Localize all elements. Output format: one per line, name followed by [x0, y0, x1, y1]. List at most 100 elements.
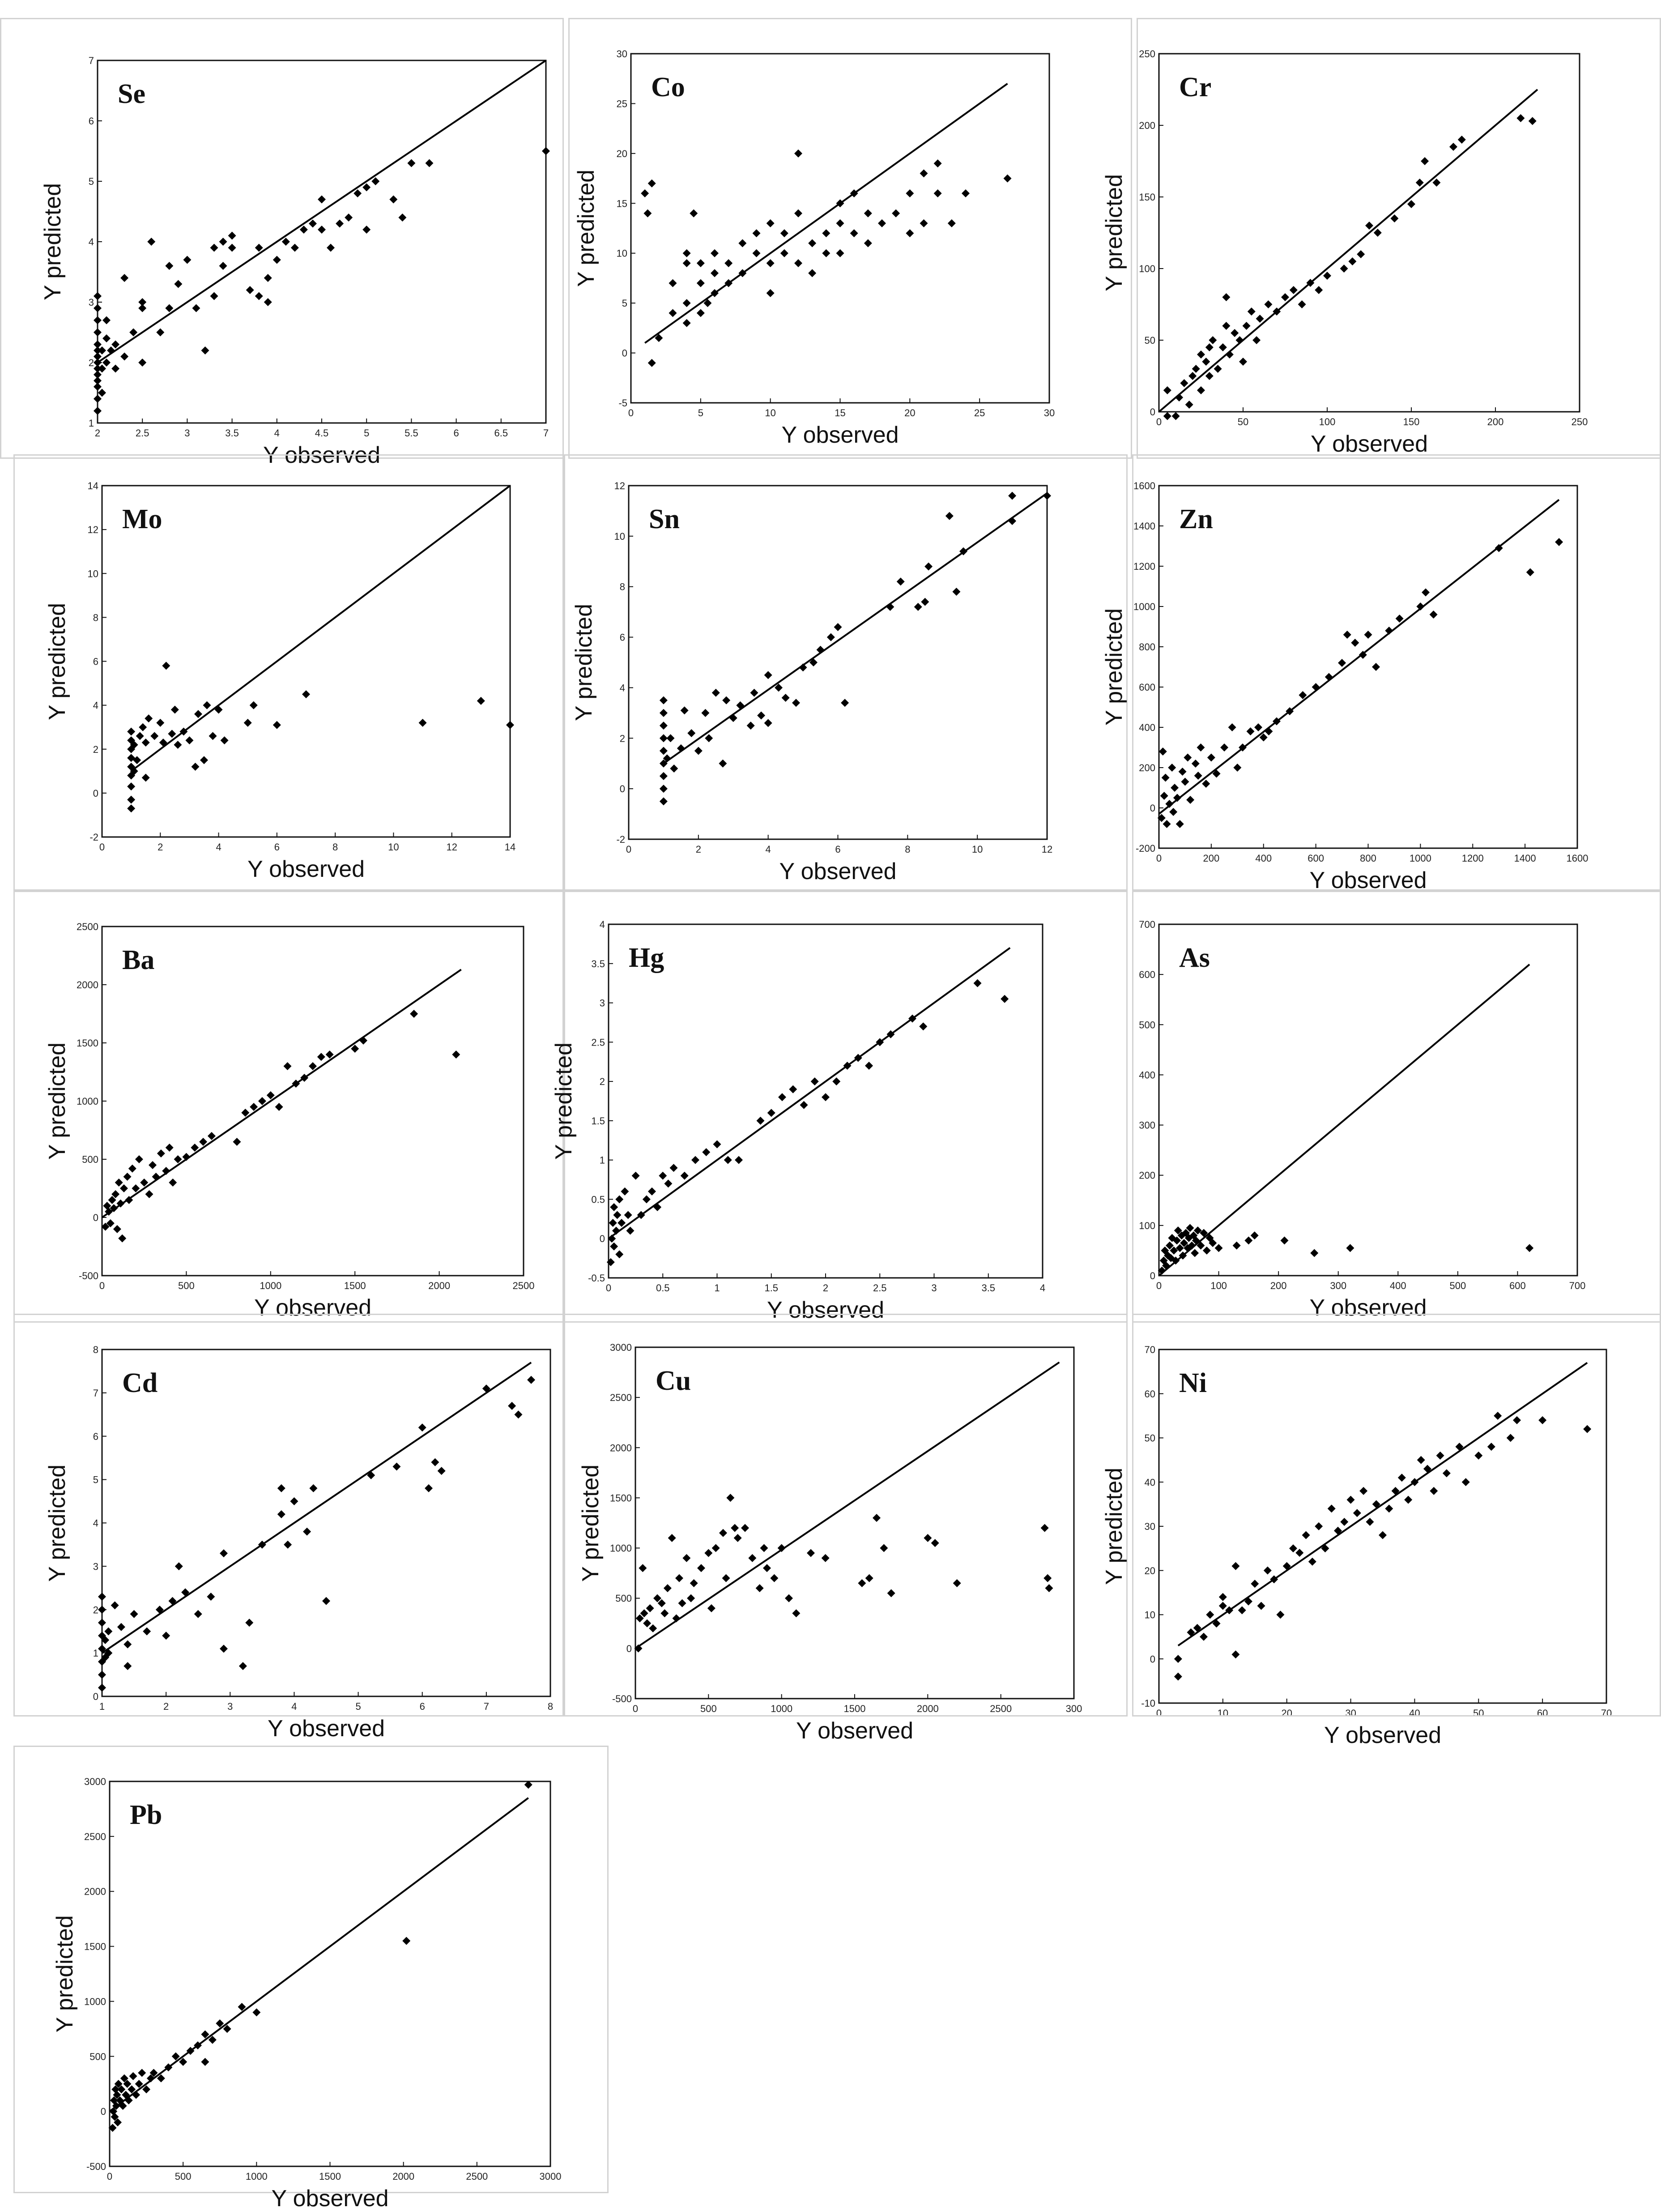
se-data-point [98, 346, 106, 354]
se-data-point [94, 316, 102, 325]
cu-ytick-label: -500 [612, 1693, 632, 1704]
pb-data-point [109, 2107, 118, 2116]
zn-xtick-label: 1400 [1514, 853, 1536, 864]
hg-data-point [832, 1077, 841, 1086]
ba-ytick-label: 1500 [77, 1038, 98, 1049]
ni-data-point [1385, 1504, 1393, 1513]
cu-data-point [719, 1529, 727, 1537]
cr-xtick-label: 200 [1487, 416, 1504, 427]
cd-data-point [101, 1636, 110, 1644]
co-data-point [850, 189, 858, 197]
co-data-point [690, 209, 698, 218]
as-ytick-label: 300 [1139, 1120, 1155, 1131]
sn-xtick-label: 12 [1042, 844, 1052, 855]
cr-data-point [1273, 307, 1281, 316]
zn-data-point [1178, 768, 1187, 776]
ni-ytick-label: 40 [1145, 1477, 1155, 1488]
mo-data-point [243, 718, 252, 727]
co-ytick-label: 30 [617, 48, 627, 60]
zn-data-point [1429, 611, 1438, 619]
sn-data-point [680, 706, 689, 715]
cu-data-point [711, 1544, 720, 1552]
sn-xtick-label: 8 [905, 844, 910, 855]
sn-data-point [719, 759, 727, 768]
cd-x-axis-label: Y observed [267, 1716, 385, 1742]
zn-data-point [1395, 615, 1404, 623]
hg-ytick-label: 3.5 [591, 958, 605, 969]
cr-data-point [1348, 257, 1357, 265]
hg-data-point [610, 1242, 618, 1251]
pb-ytick-label: 2500 [84, 1831, 106, 1842]
se-data-point [94, 376, 102, 385]
co-title: Co [651, 72, 685, 102]
mo-ytick-label: 10 [88, 568, 98, 579]
se-data-point [318, 195, 326, 204]
cr-data-point [1315, 286, 1323, 294]
ba-data-point [140, 1179, 149, 1187]
ni-data-point [1212, 1619, 1221, 1628]
sn-ytick-label: 2 [620, 733, 625, 744]
cr-data-point [1373, 229, 1382, 237]
cr-data-point [1256, 315, 1264, 323]
zn-ytick-label: 600 [1139, 682, 1155, 693]
cr-y-axis-label: Y predicted [1101, 174, 1127, 291]
pb-data-point [138, 2069, 146, 2077]
cu-data-point [760, 1544, 768, 1552]
co-data-point [822, 249, 830, 257]
pb-ytick-label: -500 [86, 2161, 106, 2172]
co-data-point [682, 249, 691, 257]
hg-data-point [973, 979, 982, 987]
pb-data-point [128, 2085, 136, 2093]
zn-data-point [1239, 743, 1247, 752]
sn-data-point [781, 694, 790, 702]
hg-data-point [669, 1164, 678, 1172]
co-data-point [766, 289, 775, 297]
co-ytick-label: 5 [622, 298, 627, 309]
ni-xtick-label: 50 [1473, 1708, 1484, 1719]
cd-data-point [527, 1375, 536, 1384]
cr-data-point [1457, 136, 1466, 144]
zn-data-point [1158, 747, 1167, 756]
sn-data-point [834, 623, 842, 631]
cd-ytick-label: 2 [93, 1604, 98, 1615]
hg-xtick-label: 3.5 [981, 1282, 995, 1294]
pb-data-point [113, 2091, 121, 2099]
se-xtick-label: 6.5 [494, 427, 508, 439]
ni-data-point [1583, 1425, 1592, 1433]
cd-data-point [117, 1623, 125, 1631]
cr-xtick-label: 250 [1572, 416, 1588, 427]
pb-xtick-label: 2000 [392, 2171, 414, 2182]
co-data-point [711, 289, 719, 297]
sn-data-point [750, 688, 758, 697]
cr-data-point [1365, 222, 1373, 230]
ba-data-point [119, 1184, 128, 1192]
sn-data-point [757, 711, 766, 720]
se-data-point [98, 364, 106, 373]
ba-data-point [110, 1204, 118, 1213]
se-data-point [219, 262, 227, 270]
co-data-point [794, 259, 802, 267]
cu-data-point [785, 1594, 793, 1602]
pb-xtick-label: 1500 [319, 2171, 341, 2182]
ba-data-point [325, 1050, 334, 1059]
se-data-point [94, 292, 102, 300]
sn-xtick-label: 10 [972, 844, 983, 855]
zn-xtick-label: 1000 [1410, 853, 1431, 864]
as-data-point [1200, 1229, 1208, 1237]
cd-data-point [181, 1588, 190, 1597]
se-xtick-label: 2 [95, 427, 100, 439]
zn-data-point [1186, 796, 1195, 804]
ni-data-point [1327, 1504, 1336, 1513]
co-data-point [836, 249, 844, 257]
se-data-point [174, 280, 183, 288]
co-xtick-label: 5 [698, 407, 703, 418]
cr-data-point [1209, 336, 1217, 344]
ba-data-point [128, 1164, 136, 1173]
ni-xtick-label: 70 [1601, 1708, 1612, 1719]
co-data-point [682, 319, 691, 327]
hg-data-point [713, 1140, 721, 1149]
zn-data-point [1265, 727, 1273, 735]
ba-data-point [105, 1208, 113, 1216]
